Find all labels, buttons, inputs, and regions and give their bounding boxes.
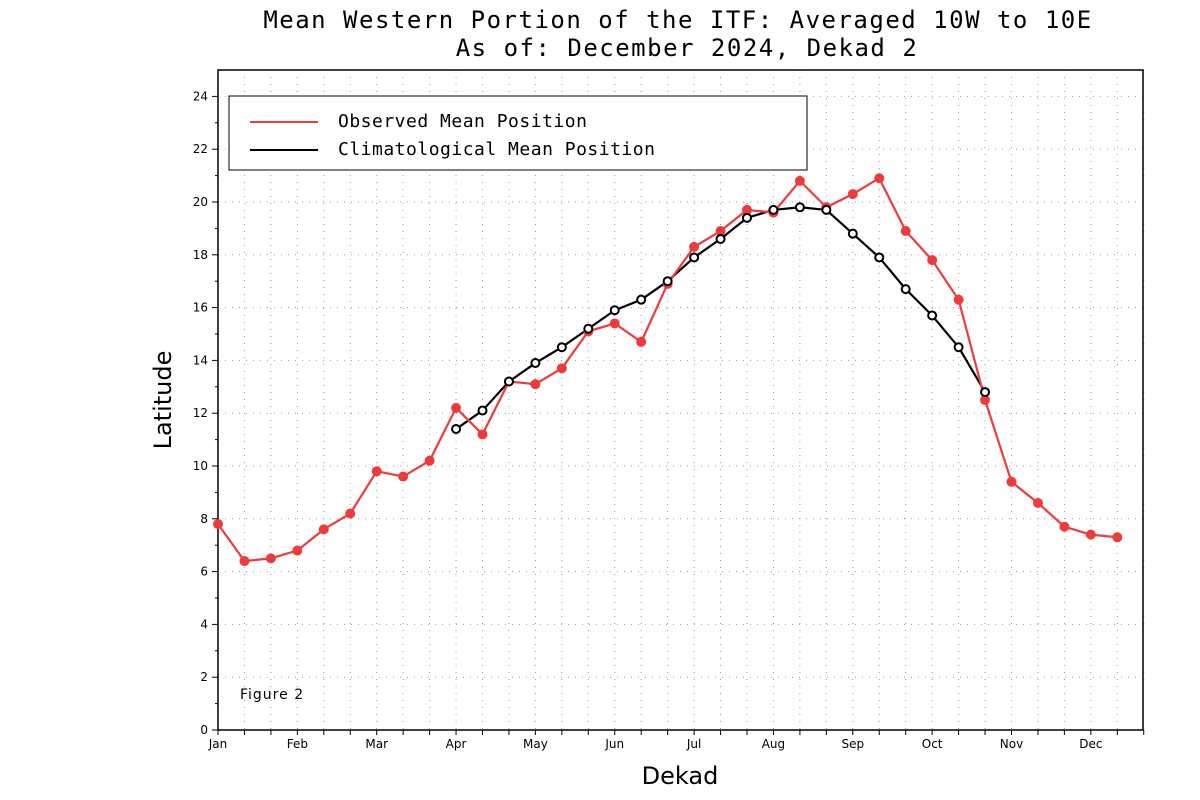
observed-point <box>530 379 541 390</box>
x-tick-label: Oct <box>922 737 943 751</box>
climatological-point <box>953 342 964 353</box>
y-tick-label: 16 <box>193 301 208 315</box>
climatological-point <box>874 252 885 263</box>
chart-title: Mean Western Portion of the ITF: Average… <box>263 6 1092 34</box>
observed-point <box>239 556 250 567</box>
legend-label-observed: Observed Mean Position <box>338 111 587 132</box>
legend-box <box>228 95 808 171</box>
climatological-point <box>503 376 514 387</box>
observed-point <box>636 336 647 347</box>
observed-point <box>398 471 409 482</box>
observed-point <box>927 255 938 266</box>
observed-point <box>794 175 805 186</box>
climatological-point <box>768 204 779 215</box>
observed-point <box>265 553 276 564</box>
observed-point <box>874 173 885 184</box>
observed-series-line <box>217 177 1118 563</box>
y-tick-label: 22 <box>193 142 208 156</box>
observed-point <box>371 466 382 477</box>
observed-point <box>477 429 488 440</box>
x-tick-label: Jan <box>208 737 228 751</box>
climatological-point <box>609 305 620 316</box>
y-tick-label: 24 <box>193 89 208 103</box>
y-tick-label: 8 <box>200 512 208 526</box>
climatological-point <box>583 323 594 334</box>
x-tick-label: Nov <box>1000 737 1023 751</box>
climatological-point <box>636 294 647 305</box>
observed-point <box>451 402 462 413</box>
y-tick-label: 4 <box>200 617 208 631</box>
climatological-point <box>689 252 700 263</box>
figure-annotation: Figure 2 <box>240 687 304 703</box>
legend: Observed Mean Position Climatological Me… <box>228 95 808 171</box>
observed-point <box>1059 521 1070 532</box>
y-tick-label: 20 <box>193 195 208 209</box>
observed-point <box>900 226 911 237</box>
x-tick-label: Mar <box>365 737 388 751</box>
y-tick-label: 12 <box>193 406 208 420</box>
observed-point <box>292 545 303 556</box>
x-tick-label: Feb <box>287 737 308 751</box>
observed-point <box>689 241 700 252</box>
legend-label-climatological: Climatological Mean Position <box>338 139 655 160</box>
observed-point <box>1006 476 1017 487</box>
x-tick-label: Sep <box>841 737 864 751</box>
x-tick-label: Jun <box>604 737 624 751</box>
x-tick-label: Dec <box>1079 737 1102 751</box>
climatological-point <box>662 276 673 287</box>
x-axis-title: Dekad <box>642 762 719 790</box>
climatological-point <box>980 387 991 398</box>
climatological-point <box>715 233 726 244</box>
observed-point <box>556 363 567 374</box>
y-tick-label: 10 <box>193 459 208 473</box>
climatological-point <box>794 202 805 213</box>
climatological-point <box>556 342 567 353</box>
observed-point <box>953 294 964 305</box>
chart-subtitle: As of: December 2024, Dekad 2 <box>456 34 919 62</box>
y-tick-label: 2 <box>200 670 208 684</box>
climatological-point <box>821 204 832 215</box>
y-tick-label: 6 <box>200 565 208 579</box>
y-axis-title: Latitude <box>149 351 177 450</box>
climatological-point <box>530 358 541 369</box>
observed-point <box>345 508 356 519</box>
climatological-point <box>451 424 462 435</box>
observed-point <box>1032 497 1043 508</box>
observed-point <box>1112 532 1123 543</box>
climatological-point <box>477 405 488 416</box>
series-layer <box>213 173 1123 567</box>
observed-point <box>318 524 329 535</box>
observed-point <box>424 455 435 466</box>
x-tick-label: May <box>523 737 548 751</box>
climatological-point <box>927 310 938 321</box>
plot-frame <box>217 69 1144 731</box>
climatological-point <box>847 228 858 239</box>
y-tick-label: 18 <box>193 248 208 262</box>
observed-point <box>847 189 858 200</box>
climatological-point <box>742 212 752 223</box>
observed-point <box>609 318 620 329</box>
y-tick-label: 14 <box>193 353 208 367</box>
climatological-point <box>900 284 911 295</box>
x-tick-label: Jul <box>686 737 701 751</box>
observed-point <box>1085 529 1096 540</box>
observed-point <box>213 519 223 530</box>
x-axis-ticks: Jan Feb Mar Apr May Jun Jul Aug Sep Oct Nov Dec <box>208 730 1145 751</box>
x-tick-label: Apr <box>446 737 467 751</box>
y-tick-label: 0 <box>200 723 208 737</box>
x-tick-label: Aug <box>762 737 785 751</box>
